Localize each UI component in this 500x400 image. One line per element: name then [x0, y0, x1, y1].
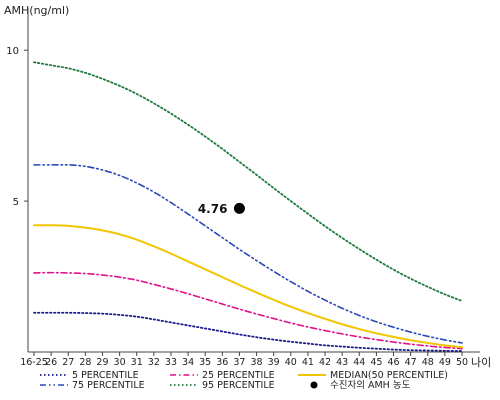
- x-tick-label: 47: [405, 357, 417, 368]
- series-layer: [33, 61, 463, 352]
- x-tick-label: 32: [148, 357, 160, 368]
- x-tick-label: 36: [216, 357, 228, 368]
- x-tick-label: 42: [319, 357, 331, 368]
- x-tick-label: 49: [439, 357, 451, 368]
- x-tick-label: 44: [353, 357, 365, 368]
- x-tick-label: 34: [182, 357, 194, 368]
- legend-label: 95 PERCENTILE: [202, 380, 275, 391]
- x-tick-label: 33: [165, 357, 177, 368]
- legend-marker: [310, 381, 318, 389]
- x-tick-label: 45: [370, 357, 382, 368]
- x-tick-label: 43: [336, 357, 348, 368]
- series-line-5-percentile: [33, 311, 463, 352]
- x-tick-label: 30: [114, 357, 126, 368]
- x-tick-label: 50: [456, 357, 468, 368]
- legend-label: 25 PERCENTILE: [202, 370, 275, 381]
- legend-label: 5 PERCENTILE: [72, 370, 139, 381]
- x-tick-label: 26: [45, 357, 57, 368]
- x-tick-label: 28: [79, 357, 91, 368]
- x-tick-label: 46: [387, 357, 399, 368]
- x-tick-label: 37: [233, 357, 245, 368]
- x-tick-label: 40: [285, 357, 297, 368]
- x-tick-label: 38: [251, 357, 263, 368]
- patient-value-label: 4.76: [198, 202, 228, 216]
- x-axis-title: 나이: [471, 356, 491, 369]
- series-line-25-percentile: [33, 271, 463, 350]
- y-axis-title: AMH(ng/ml): [4, 4, 69, 17]
- patient-marker: [233, 202, 245, 214]
- legend-label: 75 PERCENTILE: [72, 380, 145, 391]
- x-tick-label: 41: [302, 357, 314, 368]
- series-line-median-50-percentile: [33, 224, 463, 349]
- y-tick-label: 10: [6, 46, 19, 57]
- x-tick-label: 31: [131, 357, 143, 368]
- x-tick-label: 48: [422, 357, 434, 368]
- y-tick-label: 5: [13, 197, 19, 208]
- x-tick-label: 35: [199, 357, 211, 368]
- legend: 5 PERCENTILE 25 PERCENTILE MEDIAN(50 PERCE…: [40, 370, 448, 391]
- legend-label: MEDIAN(50 PERCENTILE): [330, 370, 448, 381]
- x-tick-label: 27: [62, 357, 74, 368]
- series-line-75-percentile: [33, 163, 463, 344]
- x-tick-label: 16-25: [20, 357, 48, 368]
- annotation-layer: 4.76: [198, 202, 245, 216]
- x-tick-label: 29: [96, 357, 108, 368]
- series-line-95-percentile: [33, 61, 463, 302]
- legend-label: 수진자의 AMH 농도: [330, 380, 411, 391]
- x-tick-label: 39: [268, 357, 280, 368]
